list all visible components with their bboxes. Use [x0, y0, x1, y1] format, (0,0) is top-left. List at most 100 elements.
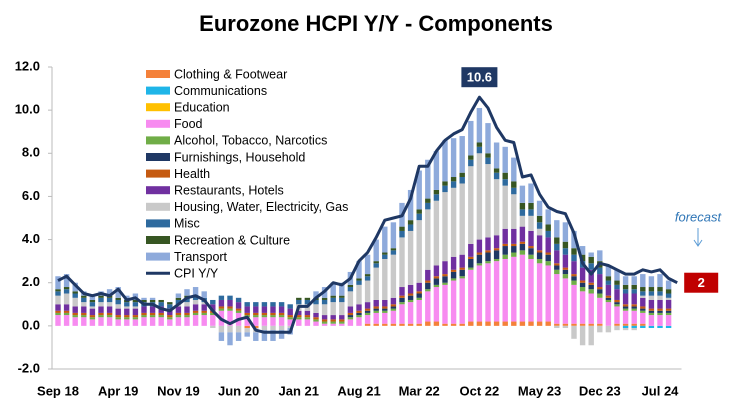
bar-segment	[201, 304, 207, 311]
bar-segment	[485, 321, 491, 326]
bar-segment	[476, 107, 483, 143]
bar-segment	[665, 289, 672, 294]
bar-segment	[210, 299, 216, 305]
bar-segment	[382, 299, 388, 307]
bar-segment	[493, 261, 500, 322]
bar-segment	[502, 185, 508, 229]
bar-segment	[89, 308, 96, 316]
bar-segment	[468, 166, 474, 244]
bar-segment	[253, 302, 259, 307]
bar-segment	[339, 302, 345, 316]
x-tick-label: Jul 24	[642, 383, 680, 398]
bar-segment	[657, 312, 663, 316]
bar-segment	[364, 302, 371, 309]
legend-label: Transport	[174, 250, 228, 264]
bar-segment	[124, 302, 130, 307]
bar-segment	[605, 295, 612, 298]
bar-segment	[184, 289, 190, 296]
bar-segment	[364, 254, 371, 275]
y-tick-label: -2.0	[18, 360, 40, 375]
bar-segment	[614, 325, 620, 331]
x-tick-label: Aug 21	[337, 383, 380, 398]
bar-segment	[502, 254, 508, 259]
bar-segment	[132, 302, 139, 307]
bar-segment	[640, 323, 646, 326]
bar-segment	[588, 289, 594, 294]
bar-segment	[201, 310, 207, 313]
bar-segment	[622, 293, 629, 305]
bar-segment	[597, 297, 603, 324]
bar-segment	[382, 226, 388, 253]
bar-segment	[657, 291, 663, 296]
bar-segment	[167, 315, 173, 318]
bar-segment	[132, 315, 139, 318]
bar-segment	[588, 263, 594, 270]
bar-segment	[459, 323, 465, 326]
bar-segment	[459, 177, 465, 184]
bar-segment	[175, 297, 182, 300]
bar-segment	[416, 293, 422, 298]
bar-segment	[579, 267, 586, 281]
peak-label: 10.6	[467, 70, 492, 85]
bar-segment	[468, 243, 474, 257]
bar-segment	[631, 306, 637, 309]
bar-segment	[648, 287, 655, 292]
bar-segment	[149, 306, 156, 313]
y-tick-label: 6.0	[22, 188, 40, 203]
annotation-arrowhead	[693, 239, 703, 247]
bar-segment	[468, 159, 474, 167]
bar-segment	[407, 293, 414, 296]
bar-segment	[63, 315, 70, 326]
bar-segment	[382, 310, 388, 313]
bar-segment	[356, 278, 362, 281]
bar-segment	[407, 299, 414, 303]
bar-segment	[468, 155, 474, 160]
bar-segment	[339, 315, 345, 320]
legend-label: Housing, Water, Electricity, Gas	[174, 200, 348, 214]
bar-segment	[98, 295, 104, 298]
bar-segment	[640, 310, 646, 313]
bar-segment	[511, 243, 517, 247]
legend-swatch	[146, 169, 170, 178]
y-tick-label: 8.0	[22, 145, 40, 160]
bar-segment	[115, 297, 121, 300]
bar-segment	[364, 315, 371, 324]
bar-segment	[313, 312, 319, 318]
bar-segment	[605, 325, 612, 333]
bar-segment	[72, 282, 78, 292]
bar-segment	[235, 310, 242, 313]
bar-segment	[356, 284, 362, 305]
bar-segment	[364, 280, 371, 303]
bar-segment	[330, 323, 336, 326]
bar-segment	[631, 304, 637, 307]
bar-segment	[201, 302, 207, 305]
bar-segment	[450, 269, 457, 272]
legend-label: Health	[174, 167, 210, 181]
bar-segment	[545, 237, 551, 253]
bar-segment	[347, 287, 354, 292]
bar-segment	[442, 284, 448, 324]
bar-segment	[640, 274, 646, 288]
bar-segment	[227, 295, 233, 300]
bar-segment	[614, 284, 620, 290]
bar-segment	[536, 235, 543, 251]
bar-segment	[562, 323, 569, 326]
bar-segment	[313, 304, 319, 313]
bar-segment	[640, 306, 646, 309]
bar-segment	[622, 276, 629, 285]
bar-segment	[261, 302, 268, 307]
bar-segment	[364, 312, 371, 316]
bar-segment	[450, 256, 457, 270]
y-tick-label: 4.0	[22, 231, 40, 246]
bar-segment	[433, 189, 440, 195]
bar-segment	[605, 297, 612, 300]
bar-segment	[425, 202, 431, 210]
bar-segment	[502, 246, 508, 255]
bar-segment	[665, 310, 672, 313]
bar-segment	[115, 317, 121, 320]
bar-segment	[55, 295, 61, 305]
bar-segment	[98, 302, 104, 307]
bar-segment	[399, 237, 405, 288]
bar-segment	[571, 274, 577, 277]
bar-segment	[244, 306, 250, 313]
